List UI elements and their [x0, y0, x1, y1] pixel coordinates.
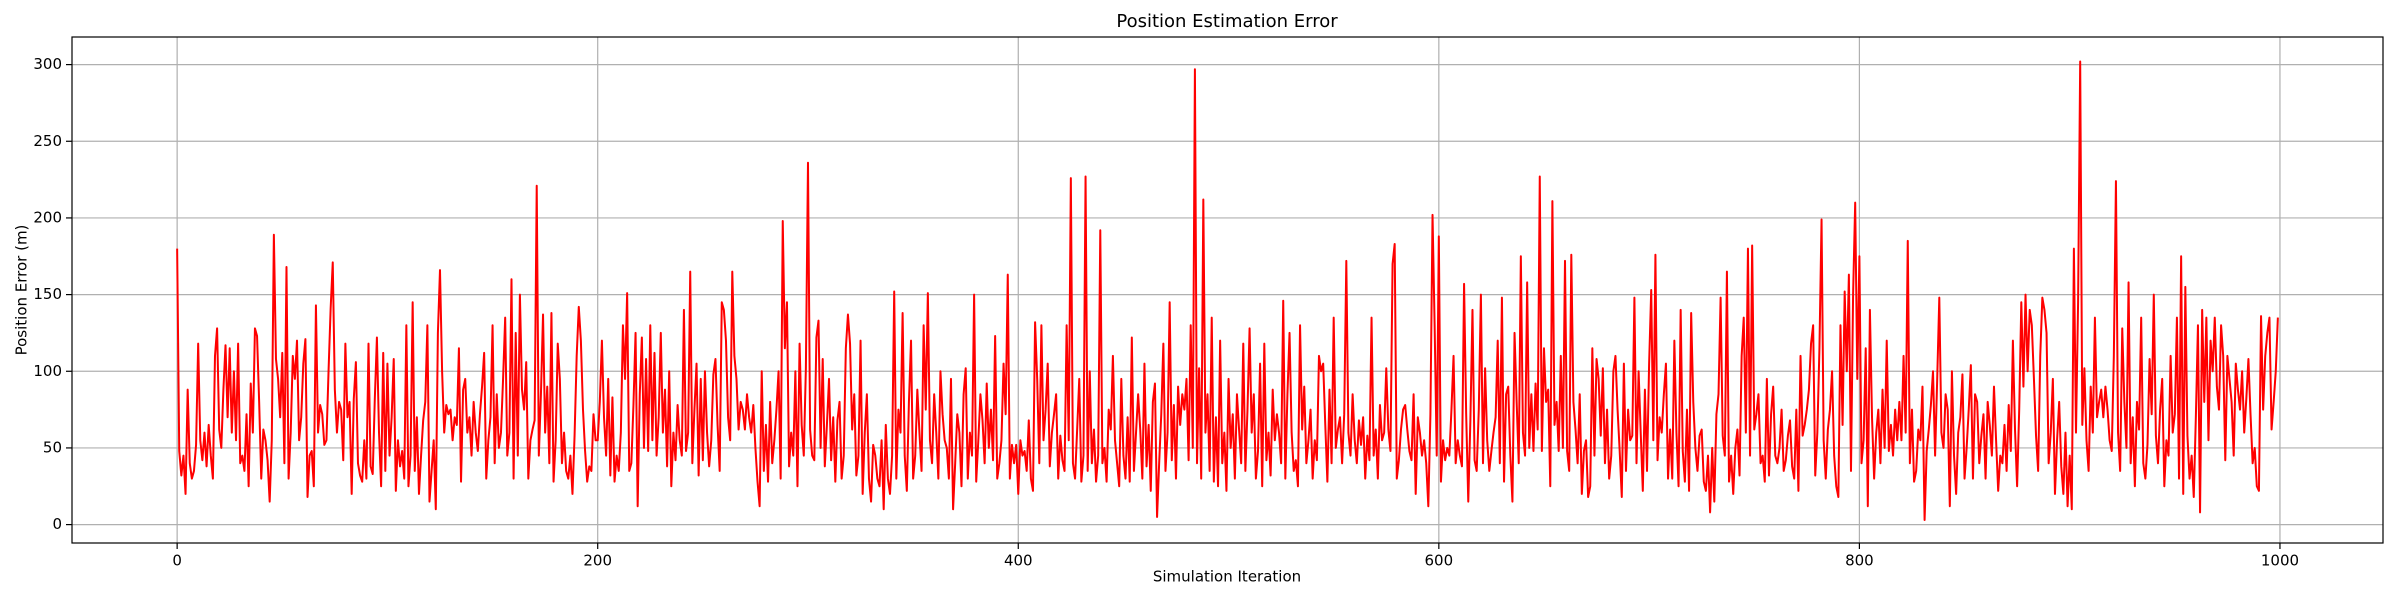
y-tick-label: 150	[33, 285, 62, 303]
x-tick-label: 1000	[2261, 552, 2299, 570]
y-tick-label: 250	[33, 132, 62, 150]
y-tick-label: 50	[43, 438, 62, 456]
x-axis-label: Simulation Iteration	[1153, 568, 1301, 586]
chart-title: Position Estimation Error	[1116, 11, 1338, 32]
x-tick-label: 400	[1004, 552, 1033, 570]
y-axis-label: Position Error (m)	[13, 225, 31, 356]
x-tick-label: 0	[172, 552, 182, 570]
y-tick-label: 200	[33, 208, 62, 226]
x-tick-label: 200	[583, 552, 612, 570]
y-tick-label: 0	[52, 515, 62, 533]
x-tick-label: 800	[1845, 552, 1874, 570]
data-line	[176, 60, 2279, 521]
y-tick-label: 300	[33, 55, 62, 73]
x-tick-label: 600	[1425, 552, 1454, 570]
y-tick-label: 100	[33, 362, 62, 380]
plot-frame	[71, 36, 2384, 544]
